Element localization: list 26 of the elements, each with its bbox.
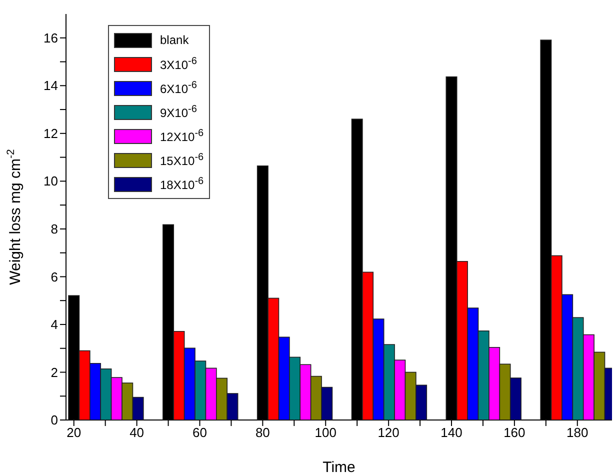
y-tick-label: 14 [44,78,58,94]
x-tick-label: 140 [440,425,462,440]
y-tick-label: 10 [44,174,58,189]
x-axis-title: Time [322,459,356,476]
legend-label: 3X10$^{-6}$ [160,56,197,72]
y-tick-label: 4 [50,317,58,332]
x-tick-label: 180 [566,425,588,440]
x-tick-label: 80 [255,425,270,440]
legend-label: 15X10$^{-6}$ [160,152,204,168]
x-tick-label: 160 [504,425,526,440]
y-tick-label: 2 [50,364,58,380]
x-tick-label: 40 [130,425,144,440]
legend-label: blank [160,33,189,47]
y-tick-label: 12 [44,126,58,141]
x-tick-label: 60 [192,425,207,440]
x-tick-label: 20 [66,425,82,440]
legend-label: 9X10$^{-6}$ [160,104,197,120]
legend-label: 12X10$^{-6}$ [160,128,204,144]
y-tick-label: 0 [50,412,58,428]
y-tick-label: 16 [44,30,58,46]
legend-label: 18X10$^{-6}$ [160,176,204,192]
x-tick-label: 100 [314,425,336,440]
x-tick-label: 120 [378,425,400,440]
y-tick-label: 6 [50,269,58,284]
y-tick-label: 8 [50,221,58,236]
legend-label: 6X10$^{-6}$ [160,80,197,96]
